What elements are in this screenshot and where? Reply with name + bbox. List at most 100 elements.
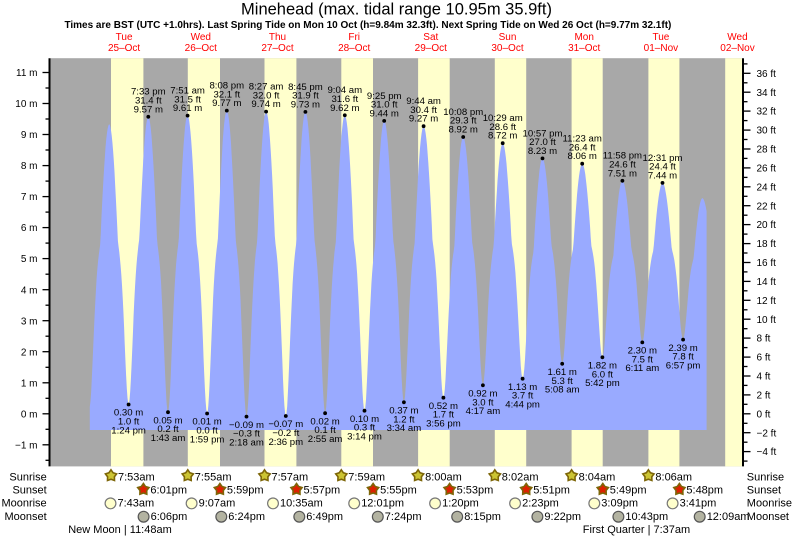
svg-text:8.72 m: 8.72 m: [488, 131, 517, 142]
svg-text:4 m: 4 m: [21, 285, 38, 296]
svg-text:2.39 m: 2.39 m: [668, 343, 697, 354]
svg-text:8:02am: 8:02am: [502, 471, 539, 483]
svg-text:6:57 pm: 6:57 pm: [666, 360, 701, 371]
svg-text:4:44 pm: 4:44 pm: [505, 400, 540, 411]
svg-text:Mon: Mon: [574, 32, 593, 43]
svg-text:Minehead (max. tidal range 10.: Minehead (max. tidal range 10.95m 35.9ft…: [241, 1, 552, 19]
svg-text:6:01pm: 6:01pm: [150, 484, 187, 496]
svg-text:8:27 am: 8:27 am: [249, 82, 284, 93]
svg-text:11:23 am: 11:23 am: [563, 134, 602, 145]
svg-text:1 m: 1 m: [21, 378, 38, 389]
svg-text:3.7 ft: 3.7 ft: [512, 391, 534, 402]
svg-text:34 ft: 34 ft: [757, 88, 777, 99]
svg-text:5:48pm: 5:48pm: [686, 484, 723, 496]
svg-text:7:53am: 7:53am: [118, 471, 155, 483]
svg-text:9:44 am: 9:44 am: [406, 96, 441, 107]
svg-text:7.5 ft: 7.5 ft: [632, 354, 654, 365]
svg-text:Thu: Thu: [269, 32, 286, 43]
svg-text:0.0 ft: 0.0 ft: [196, 426, 218, 437]
svg-text:0.37 m: 0.37 m: [389, 406, 418, 417]
svg-text:Sunset: Sunset: [12, 484, 46, 496]
svg-text:27–Oct: 27–Oct: [261, 43, 293, 54]
svg-text:6:49pm: 6:49pm: [306, 511, 343, 523]
svg-text:2:18 am: 2:18 am: [229, 437, 264, 448]
svg-text:30 ft: 30 ft: [757, 126, 777, 137]
svg-text:18 ft: 18 ft: [757, 239, 777, 250]
svg-text:0 m: 0 m: [21, 409, 38, 420]
svg-text:26.4 ft: 26.4 ft: [569, 142, 596, 153]
svg-text:1.7 ft: 1.7 ft: [433, 410, 455, 421]
svg-text:0 ft: 0 ft: [757, 409, 771, 420]
svg-text:7 m: 7 m: [21, 192, 38, 203]
svg-text:Wed: Wed: [727, 32, 747, 43]
svg-text:7:43am: 7:43am: [118, 498, 155, 510]
svg-text:5:49pm: 5:49pm: [610, 484, 647, 496]
svg-text:2:36 pm: 2:36 pm: [268, 437, 303, 448]
svg-text:7:59am: 7:59am: [348, 471, 385, 483]
svg-text:2.30 m: 2.30 m: [628, 346, 657, 357]
svg-text:0.05 m: 0.05 m: [153, 415, 182, 426]
svg-text:10:29 am: 10:29 am: [483, 113, 523, 124]
svg-text:7.51 m: 7.51 m: [608, 168, 637, 179]
svg-text:5 m: 5 m: [21, 254, 38, 265]
svg-text:8 m: 8 m: [21, 161, 38, 172]
svg-text:31.5 ft: 31.5 ft: [174, 94, 201, 105]
svg-text:2:23pm: 2:23pm: [522, 498, 559, 510]
svg-text:29–Oct: 29–Oct: [415, 43, 447, 54]
svg-text:−1 m: −1 m: [15, 440, 38, 451]
svg-text:0.10 m: 0.10 m: [350, 414, 379, 425]
svg-text:26 ft: 26 ft: [757, 164, 777, 175]
svg-text:9.74 m: 9.74 m: [251, 99, 280, 110]
svg-text:36 ft: 36 ft: [757, 69, 777, 80]
svg-text:12 ft: 12 ft: [757, 296, 777, 307]
svg-text:24 ft: 24 ft: [757, 182, 777, 193]
svg-text:1:24 pm: 1:24 pm: [111, 425, 146, 436]
svg-text:Fri: Fri: [348, 32, 360, 43]
svg-text:5:57pm: 5:57pm: [304, 484, 341, 496]
svg-text:0.01 m: 0.01 m: [192, 417, 221, 428]
svg-text:1:59 pm: 1:59 pm: [190, 434, 225, 445]
svg-text:0.52 m: 0.52 m: [429, 401, 458, 412]
svg-text:2 ft: 2 ft: [757, 391, 771, 402]
svg-text:Sun: Sun: [499, 32, 517, 43]
svg-text:8:06am: 8:06am: [655, 471, 692, 483]
svg-text:5:55pm: 5:55pm: [380, 484, 417, 496]
svg-text:0.02 m: 0.02 m: [310, 416, 339, 427]
svg-text:28–Oct: 28–Oct: [338, 43, 370, 54]
svg-text:8.92 m: 8.92 m: [449, 125, 478, 136]
svg-text:9.62 m: 9.62 m: [330, 103, 359, 114]
svg-text:9:04 am: 9:04 am: [327, 85, 362, 96]
svg-text:Tue: Tue: [652, 32, 669, 43]
svg-text:Moonrise: Moonrise: [747, 498, 792, 510]
svg-text:9.77 m: 9.77 m: [212, 98, 241, 109]
svg-text:32.0 ft: 32.0 ft: [253, 90, 280, 101]
svg-text:4 ft: 4 ft: [757, 372, 771, 383]
svg-text:3:34 am: 3:34 am: [387, 423, 422, 434]
svg-text:31.0 ft: 31.0 ft: [371, 100, 398, 111]
svg-text:25–Oct: 25–Oct: [108, 43, 140, 54]
svg-text:8:04am: 8:04am: [579, 471, 616, 483]
svg-text:01–Nov: 01–Nov: [644, 43, 678, 54]
svg-text:02–Nov: 02–Nov: [720, 43, 754, 54]
svg-text:6:06pm: 6:06pm: [151, 511, 188, 523]
svg-text:2 m: 2 m: [21, 347, 38, 358]
svg-text:8:00am: 8:00am: [425, 471, 462, 483]
svg-text:8:08 pm: 8:08 pm: [209, 81, 244, 92]
svg-text:7:55am: 7:55am: [195, 471, 232, 483]
svg-text:6:11 am: 6:11 am: [625, 363, 659, 374]
svg-text:1.0 ft: 1.0 ft: [118, 417, 140, 428]
svg-text:28 ft: 28 ft: [757, 145, 777, 156]
svg-text:31.6 ft: 31.6 ft: [331, 94, 358, 105]
svg-text:Wed: Wed: [191, 32, 211, 43]
svg-text:7:24pm: 7:24pm: [385, 511, 422, 523]
svg-text:3:41pm: 3:41pm: [680, 498, 717, 510]
svg-text:22 ft: 22 ft: [757, 201, 777, 212]
svg-text:−0.2 ft: −0.2 ft: [272, 428, 299, 439]
svg-text:5.3 ft: 5.3 ft: [552, 376, 574, 387]
svg-text:11 m: 11 m: [16, 68, 38, 79]
svg-text:9:25 pm: 9:25 pm: [367, 91, 402, 102]
svg-text:6 ft: 6 ft: [757, 353, 771, 364]
svg-text:0.92 m: 0.92 m: [468, 389, 497, 400]
svg-text:27.0 ft: 27.0 ft: [529, 137, 556, 148]
svg-text:5:51pm: 5:51pm: [533, 484, 570, 496]
